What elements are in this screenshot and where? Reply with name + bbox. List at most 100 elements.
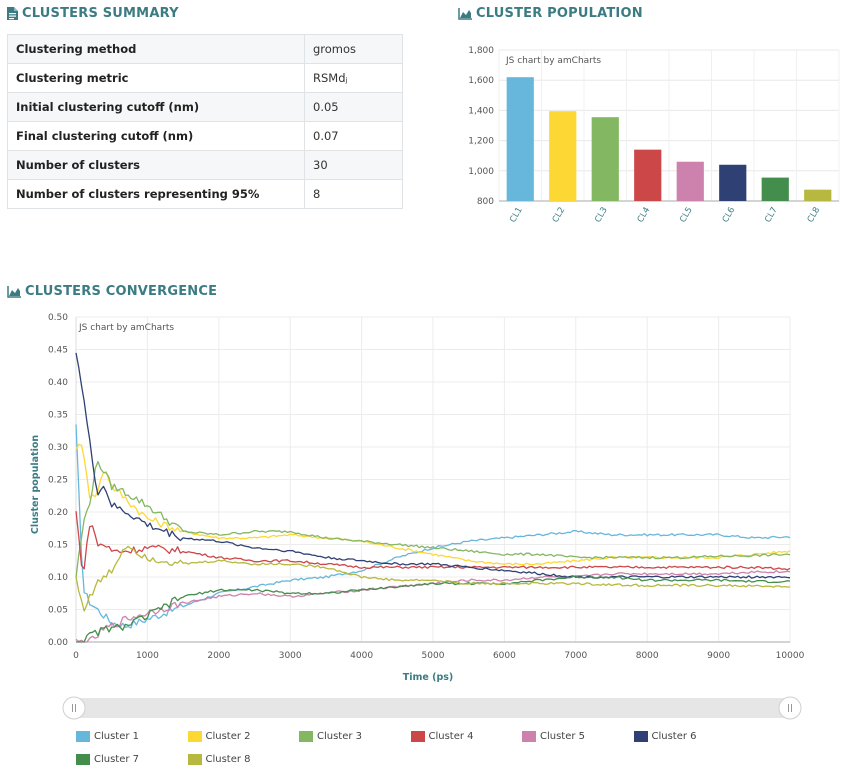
summary-value: 30 — [304, 150, 403, 180]
legend-label: Cluster 6 — [651, 731, 697, 742]
summary-value: RSMdⱼ — [304, 63, 403, 93]
legend-swatch — [76, 731, 90, 742]
bar-category-label: CL7 — [763, 206, 780, 225]
line-ytick-label: 0.35 — [48, 411, 68, 421]
line-ytick-label: 0.25 — [48, 476, 68, 486]
legend-item-cluster-4[interactable]: Cluster 4 — [410, 731, 474, 742]
line-ytick-label: 0.05 — [48, 606, 68, 616]
summary-value: 0.07 — [304, 121, 403, 151]
summary-row: Number of clusters 30 — [7, 150, 403, 180]
line-xtick-label: 2000 — [207, 651, 230, 661]
legend-label: Cluster 4 — [428, 731, 474, 742]
line-ytick-label: 0.00 — [48, 638, 68, 648]
bar-ytick-label: 1,000 — [468, 167, 494, 177]
line-series-1[interactable] — [75, 424, 791, 629]
bar-category-label: CL5 — [678, 206, 695, 225]
population-title: CLUSTER POPULATION — [458, 6, 643, 21]
convergence-title: CLUSTERS CONVERGENCE — [7, 284, 217, 299]
legend-item-cluster-3[interactable]: Cluster 3 — [299, 731, 362, 742]
line-xtick-label: 4000 — [350, 651, 373, 661]
line-series-7[interactable] — [76, 575, 791, 643]
bar-ytick-label: 1,400 — [468, 106, 494, 116]
summary-label: Number of clusters — [7, 150, 305, 180]
summary-row: Final clustering cutoff (nm) 0.07 — [7, 121, 403, 151]
legend-item-cluster-2[interactable]: Cluster 2 — [187, 731, 251, 742]
range-scrollbar-track[interactable] — [70, 698, 796, 718]
y-axis-label: Cluster population — [30, 435, 41, 535]
bar-category-label: CL6 — [721, 206, 738, 225]
legend-item-cluster-5[interactable]: Cluster 5 — [522, 731, 585, 742]
summary-value: 8 — [304, 179, 403, 209]
line-ytick-label: 0.15 — [48, 541, 68, 551]
legend-item-cluster-7[interactable]: Cluster 7 — [76, 754, 139, 765]
line-xtick-label: 10000 — [776, 651, 805, 661]
legend-item-cluster-6[interactable]: Cluster 6 — [633, 731, 697, 742]
summary-label: Number of clusters representing 95% — [7, 179, 305, 209]
bar-cl5[interactable] — [676, 161, 704, 201]
summary-table: Clustering method gromos Clustering metric… — [7, 34, 403, 209]
summary-row: Initial clustering cutoff (nm) 0.05 — [7, 92, 403, 122]
population-title-text: CLUSTER POPULATION — [476, 6, 643, 21]
bar-cl1[interactable] — [506, 77, 534, 201]
line-chart-credit: JS chart by amCharts — [78, 323, 174, 333]
document-icon — [7, 7, 18, 20]
bar-ytick-label: 1,200 — [468, 137, 494, 147]
bar-category-label: CL3 — [593, 206, 610, 225]
line-series-3[interactable] — [75, 460, 791, 579]
summary-row: Clustering method gromos — [7, 34, 403, 64]
legend-item-cluster-1[interactable]: Cluster 1 — [76, 731, 139, 742]
x-axis-label: Time (ps) — [403, 672, 454, 683]
legend-swatch — [299, 731, 313, 742]
summary-value: 0.05 — [304, 92, 403, 122]
legend-swatch — [633, 731, 648, 742]
area-chart-icon — [7, 285, 21, 298]
summary-label: Final clustering cutoff (nm) — [7, 121, 305, 151]
line-ytick-label: 0.20 — [48, 508, 68, 518]
summary-row: Number of clusters representing 95% 8 — [7, 179, 403, 209]
convergence-line-chart: 0.00 0.05 0.10 0.15 0.20 0.25 0.30 0.35 0.40 0.45… — [30, 313, 805, 720]
line-ytick-label: 0.10 — [48, 573, 68, 583]
line-xtick-label: 8000 — [636, 651, 659, 661]
area-chart-icon — [458, 7, 472, 20]
convergence-title-text: CLUSTERS CONVERGENCE — [25, 284, 218, 299]
legend-swatch — [187, 754, 202, 765]
range-end-handle[interactable] — [778, 696, 802, 720]
bar-cl7[interactable] — [761, 177, 789, 201]
bar-ytick-label: 800 — [477, 197, 494, 207]
line-xtick-label: 9000 — [707, 651, 730, 661]
population-bar-chart: 800 1,000 1,200 1,400 1,600 1,800 JS chart by … — [468, 46, 840, 225]
line-series-4[interactable] — [75, 511, 791, 571]
legend-label: Cluster 8 — [205, 754, 251, 765]
line-ytick-label: 0.50 — [48, 313, 68, 323]
legend-label: Cluster 1 — [94, 731, 140, 742]
line-ytick-label: 0.30 — [48, 443, 68, 453]
summary-label: Clustering metric — [7, 63, 305, 93]
summary-row: Clustering metric RSMdⱼ — [7, 63, 403, 93]
line-ytick-label: 0.45 — [48, 346, 68, 356]
legend-label: Cluster 5 — [540, 731, 586, 742]
bar-category-label: CL1 — [508, 206, 525, 225]
bar-cl6[interactable] — [719, 164, 747, 201]
line-xtick-label: 0 — [73, 651, 79, 661]
line-xtick-label: 7000 — [564, 651, 587, 661]
legend-swatch — [410, 731, 425, 742]
bar-chart-credit: JS chart by amCharts — [505, 56, 601, 66]
legend-label: Cluster 3 — [317, 731, 363, 742]
bar-category-label: CL4 — [636, 206, 653, 225]
bar-cl8[interactable] — [804, 189, 832, 201]
legend-label: Cluster 7 — [94, 754, 140, 765]
summary-value: gromos — [304, 34, 403, 64]
line-series-8[interactable] — [75, 545, 790, 612]
range-start-handle[interactable] — [62, 696, 86, 720]
bar-category-label: CL2 — [551, 206, 568, 225]
line-series-6[interactable] — [75, 352, 791, 579]
legend-item-cluster-8[interactable]: Cluster 8 — [187, 754, 251, 765]
legend-swatch — [522, 731, 536, 742]
legend-swatch — [76, 754, 90, 765]
bar-cl4[interactable] — [634, 149, 662, 201]
summary-label: Clustering method — [7, 34, 305, 64]
bar-cl2[interactable] — [549, 111, 577, 201]
summary-label: Initial clustering cutoff (nm) — [7, 92, 305, 122]
line-xtick-label: 1000 — [136, 651, 159, 661]
bar-cl3[interactable] — [591, 117, 619, 201]
